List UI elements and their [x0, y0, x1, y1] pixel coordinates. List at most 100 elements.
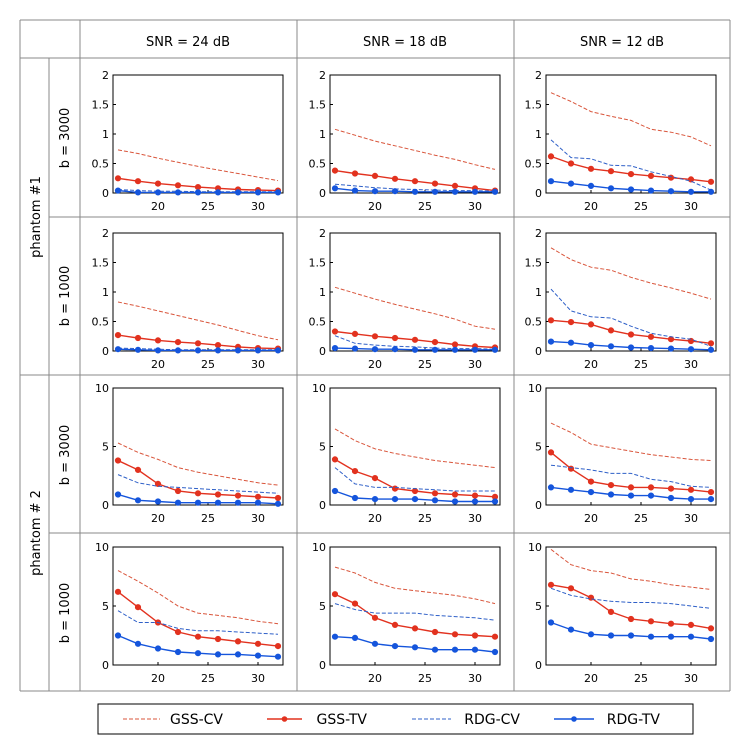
- data-point-rdg-tv: [214, 651, 222, 658]
- data-point-rdg-tv: [371, 640, 379, 647]
- y-tick-label: 1.5: [92, 257, 110, 270]
- data-point-rdg-tv: [471, 188, 479, 195]
- data-point-gss-tv: [687, 486, 695, 493]
- data-point-rdg-tv: [687, 633, 695, 640]
- data-point-rdg-tv: [234, 347, 242, 354]
- data-point-rdg-tv: [451, 188, 459, 195]
- data-point-rdg-tv: [234, 651, 242, 658]
- y-tick-label: 2: [102, 69, 109, 82]
- x-tick-label: 25: [418, 358, 432, 371]
- x-tick-label: 20: [151, 672, 165, 685]
- data-point-gss-tv: [351, 170, 359, 177]
- data-point-gss-tv: [274, 643, 282, 650]
- data-point-rdg-tv: [567, 180, 575, 187]
- data-point-rdg-tv: [667, 345, 675, 352]
- data-point-gss-tv: [114, 588, 122, 595]
- y-tick-label: 0: [319, 499, 326, 512]
- data-point-gss-tv: [114, 332, 122, 339]
- data-point-gss-tv: [411, 178, 419, 185]
- data-point-gss-tv: [391, 485, 399, 492]
- y-tick-label: 1: [102, 128, 109, 141]
- plot-frame: [112, 232, 284, 352]
- y-tick-label: 10: [95, 541, 109, 554]
- data-point-gss-tv: [351, 330, 359, 337]
- y-tick-label: 5: [319, 600, 326, 613]
- data-point-rdg-tv: [411, 346, 419, 353]
- data-point-rdg-tv: [471, 346, 479, 353]
- x-tick-label: 30: [684, 672, 698, 685]
- phantom-2-label: phantom # 2: [29, 490, 44, 576]
- series-line-gss-cv: [117, 301, 279, 341]
- data-point-rdg-tv: [667, 188, 675, 195]
- data-point-gss-tv: [214, 342, 222, 349]
- y-tick-label: 1.5: [309, 257, 327, 270]
- x-tick-label: 30: [684, 200, 698, 213]
- data-point-gss-tv: [371, 333, 379, 340]
- data-point-gss-tv: [174, 628, 182, 636]
- y-tick-label: 0: [535, 187, 542, 200]
- data-point-rdg-tv: [174, 347, 182, 354]
- data-point-rdg-tv: [547, 484, 555, 491]
- series-line-gss-cv: [550, 549, 712, 590]
- data-point-rdg-tv: [351, 634, 359, 642]
- data-point-rdg-tv: [667, 633, 675, 640]
- data-point-rdg-tv: [411, 188, 419, 195]
- legend-marker-gss-tv: [281, 716, 288, 722]
- y-tick-label: 2: [319, 69, 326, 82]
- x-tick-label: 20: [584, 512, 598, 525]
- data-point-gss-tv: [687, 621, 695, 629]
- y-tick-label: 1.5: [525, 99, 543, 112]
- data-point-rdg-tv: [274, 189, 282, 196]
- data-point-rdg-tv: [627, 492, 635, 499]
- data-point-gss-tv: [214, 491, 222, 498]
- plot-r4-c2: 0 5 10 20 25 30: [312, 541, 501, 685]
- data-point-gss-tv: [154, 180, 162, 187]
- legend-label-rdg-tv: RDG-TV: [607, 712, 661, 728]
- data-point-gss-tv: [587, 321, 595, 328]
- y-tick-label: 0.5: [92, 158, 110, 171]
- data-point-rdg-tv: [234, 189, 242, 196]
- data-point-rdg-tv: [274, 653, 282, 660]
- legend: GSS-CV GSS-TV RDG-CV RDG-TV: [97, 703, 694, 735]
- data-point-gss-tv: [331, 456, 339, 463]
- data-point-rdg-tv: [647, 345, 655, 352]
- data-point-rdg-tv: [114, 632, 122, 639]
- data-point-rdg-tv: [587, 342, 595, 349]
- series-line-rdg-cv: [550, 464, 712, 488]
- data-point-rdg-tv: [391, 643, 399, 650]
- data-point-gss-tv: [134, 334, 142, 342]
- data-point-gss-tv: [234, 638, 242, 645]
- data-point-rdg-tv: [431, 346, 439, 353]
- data-point-rdg-tv: [707, 496, 715, 503]
- data-point-gss-tv: [451, 631, 459, 638]
- x-tick-label: 25: [201, 358, 215, 371]
- data-point-gss-tv: [331, 328, 339, 335]
- data-point-rdg-tv: [491, 188, 499, 195]
- data-point-gss-tv: [371, 475, 379, 482]
- y-tick-label: 0: [535, 345, 542, 358]
- x-tick-label: 25: [634, 512, 648, 525]
- series-line-rdg-cv: [117, 474, 279, 494]
- x-tick-label: 30: [684, 358, 698, 371]
- data-point-gss-tv: [391, 621, 399, 629]
- plot-r2-c2: 0 0.5 1 1.5 2 20 25 30: [309, 227, 501, 371]
- data-point-gss-tv: [627, 615, 635, 623]
- x-tick-label: 20: [584, 200, 598, 213]
- data-point-rdg-tv: [451, 646, 459, 653]
- x-tick-label: 20: [151, 358, 165, 371]
- x-tick-label: 30: [251, 512, 265, 525]
- b-label-row4: b = 1000: [58, 583, 73, 644]
- data-point-gss-tv: [491, 633, 499, 640]
- data-point-gss-tv: [647, 484, 655, 491]
- series-line-rdg-cv: [334, 467, 495, 492]
- data-point-rdg-tv: [707, 346, 715, 353]
- series-line-gss-cv: [550, 422, 712, 461]
- column-header-snr12: SNR = 12 dB: [580, 35, 664, 50]
- series-line-gss-cv: [550, 92, 712, 147]
- data-point-rdg-tv: [411, 496, 419, 503]
- data-point-gss-tv: [667, 485, 675, 492]
- x-tick-label: 20: [368, 512, 382, 525]
- data-point-gss-tv: [391, 175, 399, 182]
- series-line-rdg-cv: [550, 139, 712, 191]
